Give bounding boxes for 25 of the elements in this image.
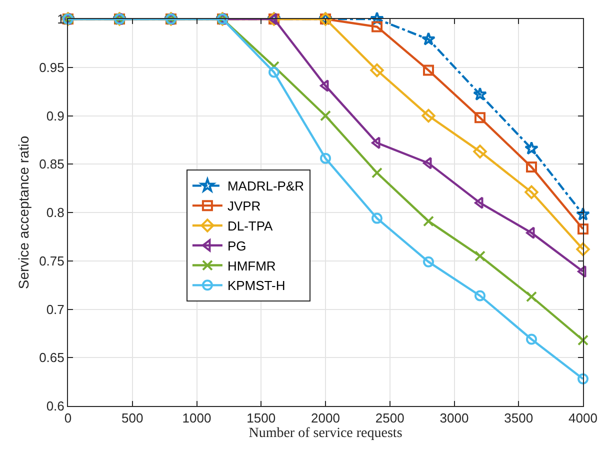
x-tick-label: 0 <box>64 410 72 426</box>
x-axis-title: Number of service requests <box>248 426 402 441</box>
y-tick-label: 0.85 <box>39 156 64 172</box>
x-tick-label: 3000 <box>440 410 469 426</box>
legend-label: HMFMR <box>227 258 276 274</box>
legend-label: KPMST-H <box>227 278 286 294</box>
x-tick-label: 3500 <box>504 410 534 426</box>
y-tick-label: 0.65 <box>39 350 64 366</box>
x-tick-label: 2000 <box>311 410 340 426</box>
x-tick-label: 500 <box>122 410 144 426</box>
x-tick-label: 2500 <box>375 410 404 426</box>
y-tick-label: 0.8 <box>46 205 64 220</box>
y-tick-label: 0.75 <box>39 253 64 268</box>
legend-label: DL-TPA <box>227 218 274 234</box>
x-tick-label: 1000 <box>182 410 212 426</box>
legend-label: JVPR <box>227 198 261 214</box>
y-tick-label: 0.6 <box>46 398 64 414</box>
x-tick-label: 4000 <box>568 410 598 426</box>
legend-label: MADRL-P&R <box>227 178 304 194</box>
y-tick-label: 0.95 <box>39 60 64 75</box>
y-tick-label: 0.7 <box>46 302 64 317</box>
y-tick-label: 0.9 <box>46 108 64 124</box>
legend-label: PG <box>227 238 246 254</box>
x-tick-label: 1500 <box>246 410 276 426</box>
y-axis-title: Service acceptance ratio <box>16 136 32 290</box>
